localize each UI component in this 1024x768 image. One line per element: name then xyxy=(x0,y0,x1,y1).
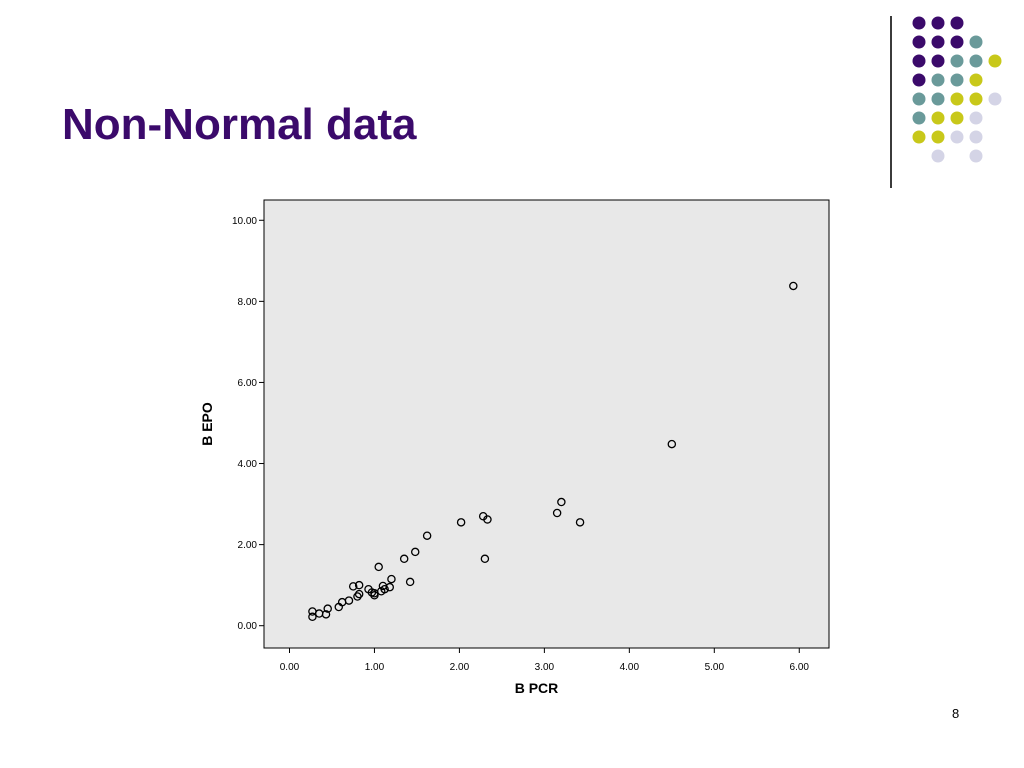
plot-area xyxy=(263,199,830,649)
data-point xyxy=(575,518,585,527)
data-point xyxy=(323,604,332,613)
data-point xyxy=(667,439,677,449)
y-tick-label: 10.00 xyxy=(232,216,257,227)
y-tick-label: 0.00 xyxy=(238,621,258,632)
data-point xyxy=(399,554,409,564)
data-point xyxy=(422,531,432,540)
decorative-dot xyxy=(931,111,945,125)
data-point xyxy=(410,547,420,557)
y-tick-label: 2.00 xyxy=(238,540,258,551)
data-point xyxy=(385,582,394,592)
page-number: 8 xyxy=(952,706,960,721)
decorative-dot xyxy=(950,73,964,87)
decorative-dot xyxy=(931,92,945,106)
slide-title: Non-Normal data xyxy=(62,100,417,149)
data-point xyxy=(456,518,466,527)
y-axis-label: B EPO xyxy=(199,402,215,446)
x-tick-label: 4.00 xyxy=(620,662,640,673)
decorative-dot xyxy=(912,111,926,125)
decorative-dot xyxy=(931,54,945,68)
decorative-dot xyxy=(931,130,945,144)
data-point xyxy=(483,515,492,524)
decorative-dot xyxy=(912,16,926,30)
decorative-dot xyxy=(969,92,983,106)
decorative-dot xyxy=(950,92,964,106)
decorative-dot xyxy=(931,16,945,30)
decorative-dot xyxy=(950,35,964,49)
decorative-dot xyxy=(931,35,945,49)
decorative-dot xyxy=(912,73,926,87)
data-point xyxy=(321,610,331,619)
decorative-dot xyxy=(969,111,983,125)
decorative-dot xyxy=(969,54,983,68)
decorative-dot xyxy=(950,111,964,125)
decorative-dot xyxy=(969,149,983,163)
data-point xyxy=(353,592,362,601)
data-point xyxy=(480,554,490,564)
decorative-dot xyxy=(950,54,964,68)
data-point xyxy=(374,562,383,572)
decorative-dot xyxy=(969,35,983,49)
x-tick-label: 5.00 xyxy=(705,662,725,673)
decorative-dot xyxy=(912,130,926,144)
decorative-dot xyxy=(931,149,945,163)
x-tick-label: 3.00 xyxy=(535,662,555,673)
x-axis-label: B PCR xyxy=(515,680,559,696)
decorative-dot xyxy=(931,73,945,87)
data-point xyxy=(789,281,798,291)
x-tick-label: 6.00 xyxy=(790,662,810,673)
decorative-dot xyxy=(969,130,983,144)
divider-line xyxy=(890,16,892,188)
decorative-dot xyxy=(950,130,964,144)
x-tick-label: 2.00 xyxy=(450,662,470,673)
data-point xyxy=(354,580,364,590)
decorative-dot xyxy=(969,73,983,87)
decorative-dot xyxy=(912,92,926,106)
y-tick-label: 8.00 xyxy=(238,297,258,308)
y-tick-label: 6.00 xyxy=(238,378,258,389)
decorative-dot xyxy=(912,54,926,68)
decorative-dot xyxy=(912,35,926,49)
data-point xyxy=(405,577,415,587)
data-point xyxy=(380,584,389,594)
y-tick-label: 4.00 xyxy=(238,459,258,470)
decorative-dot-grid xyxy=(912,16,1002,163)
data-point xyxy=(348,582,358,591)
data-point xyxy=(344,596,354,605)
data-point xyxy=(308,612,317,622)
data-point xyxy=(387,574,396,584)
scatter-chart: 0.00 1.00 2.00 3.00 4.00 5.00 6.00 0.00 2.00 4.00… xyxy=(199,199,830,696)
data-point xyxy=(354,589,364,599)
data-point xyxy=(552,508,562,518)
decorative-dot xyxy=(950,16,964,30)
decorative-dot xyxy=(988,92,1002,106)
decorative-dot xyxy=(988,54,1002,68)
data-point xyxy=(557,497,566,507)
x-tick-label: 0.00 xyxy=(280,662,300,673)
x-tick-label: 1.00 xyxy=(365,662,385,673)
